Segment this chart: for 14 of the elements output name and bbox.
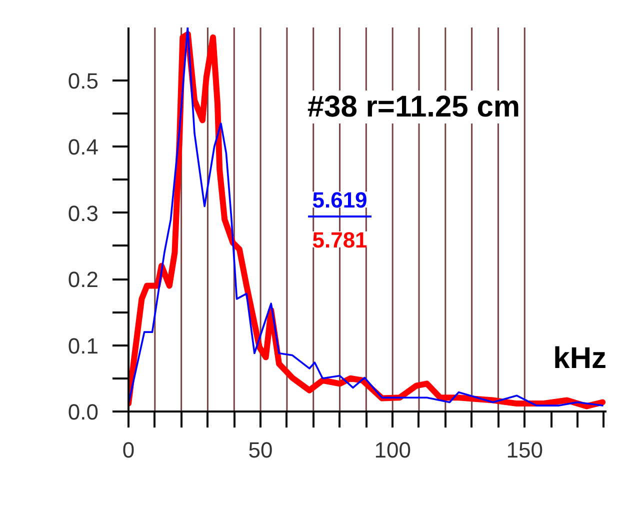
y-tick-label: 0.2 bbox=[68, 267, 99, 292]
x-tick-label: 150 bbox=[506, 438, 543, 462]
annotation: 5.619 bbox=[312, 188, 368, 213]
x-tick-label: 0 bbox=[122, 438, 135, 462]
y-tick-label: 0.1 bbox=[68, 333, 99, 358]
y-tick-label: 0.5 bbox=[68, 68, 99, 94]
annotation: 5.781 bbox=[312, 227, 368, 252]
x-tick-label: 50 bbox=[248, 438, 273, 462]
x-axis-title: kHz bbox=[553, 342, 607, 376]
x-tick-label: 100 bbox=[374, 438, 411, 462]
y-tick-label: 0.4 bbox=[68, 134, 99, 160]
annotation: #38 r=11.25 cm bbox=[307, 90, 520, 124]
y-tick-label: 0.3 bbox=[68, 200, 99, 226]
y-tick-label: 0.0 bbox=[68, 400, 99, 424]
